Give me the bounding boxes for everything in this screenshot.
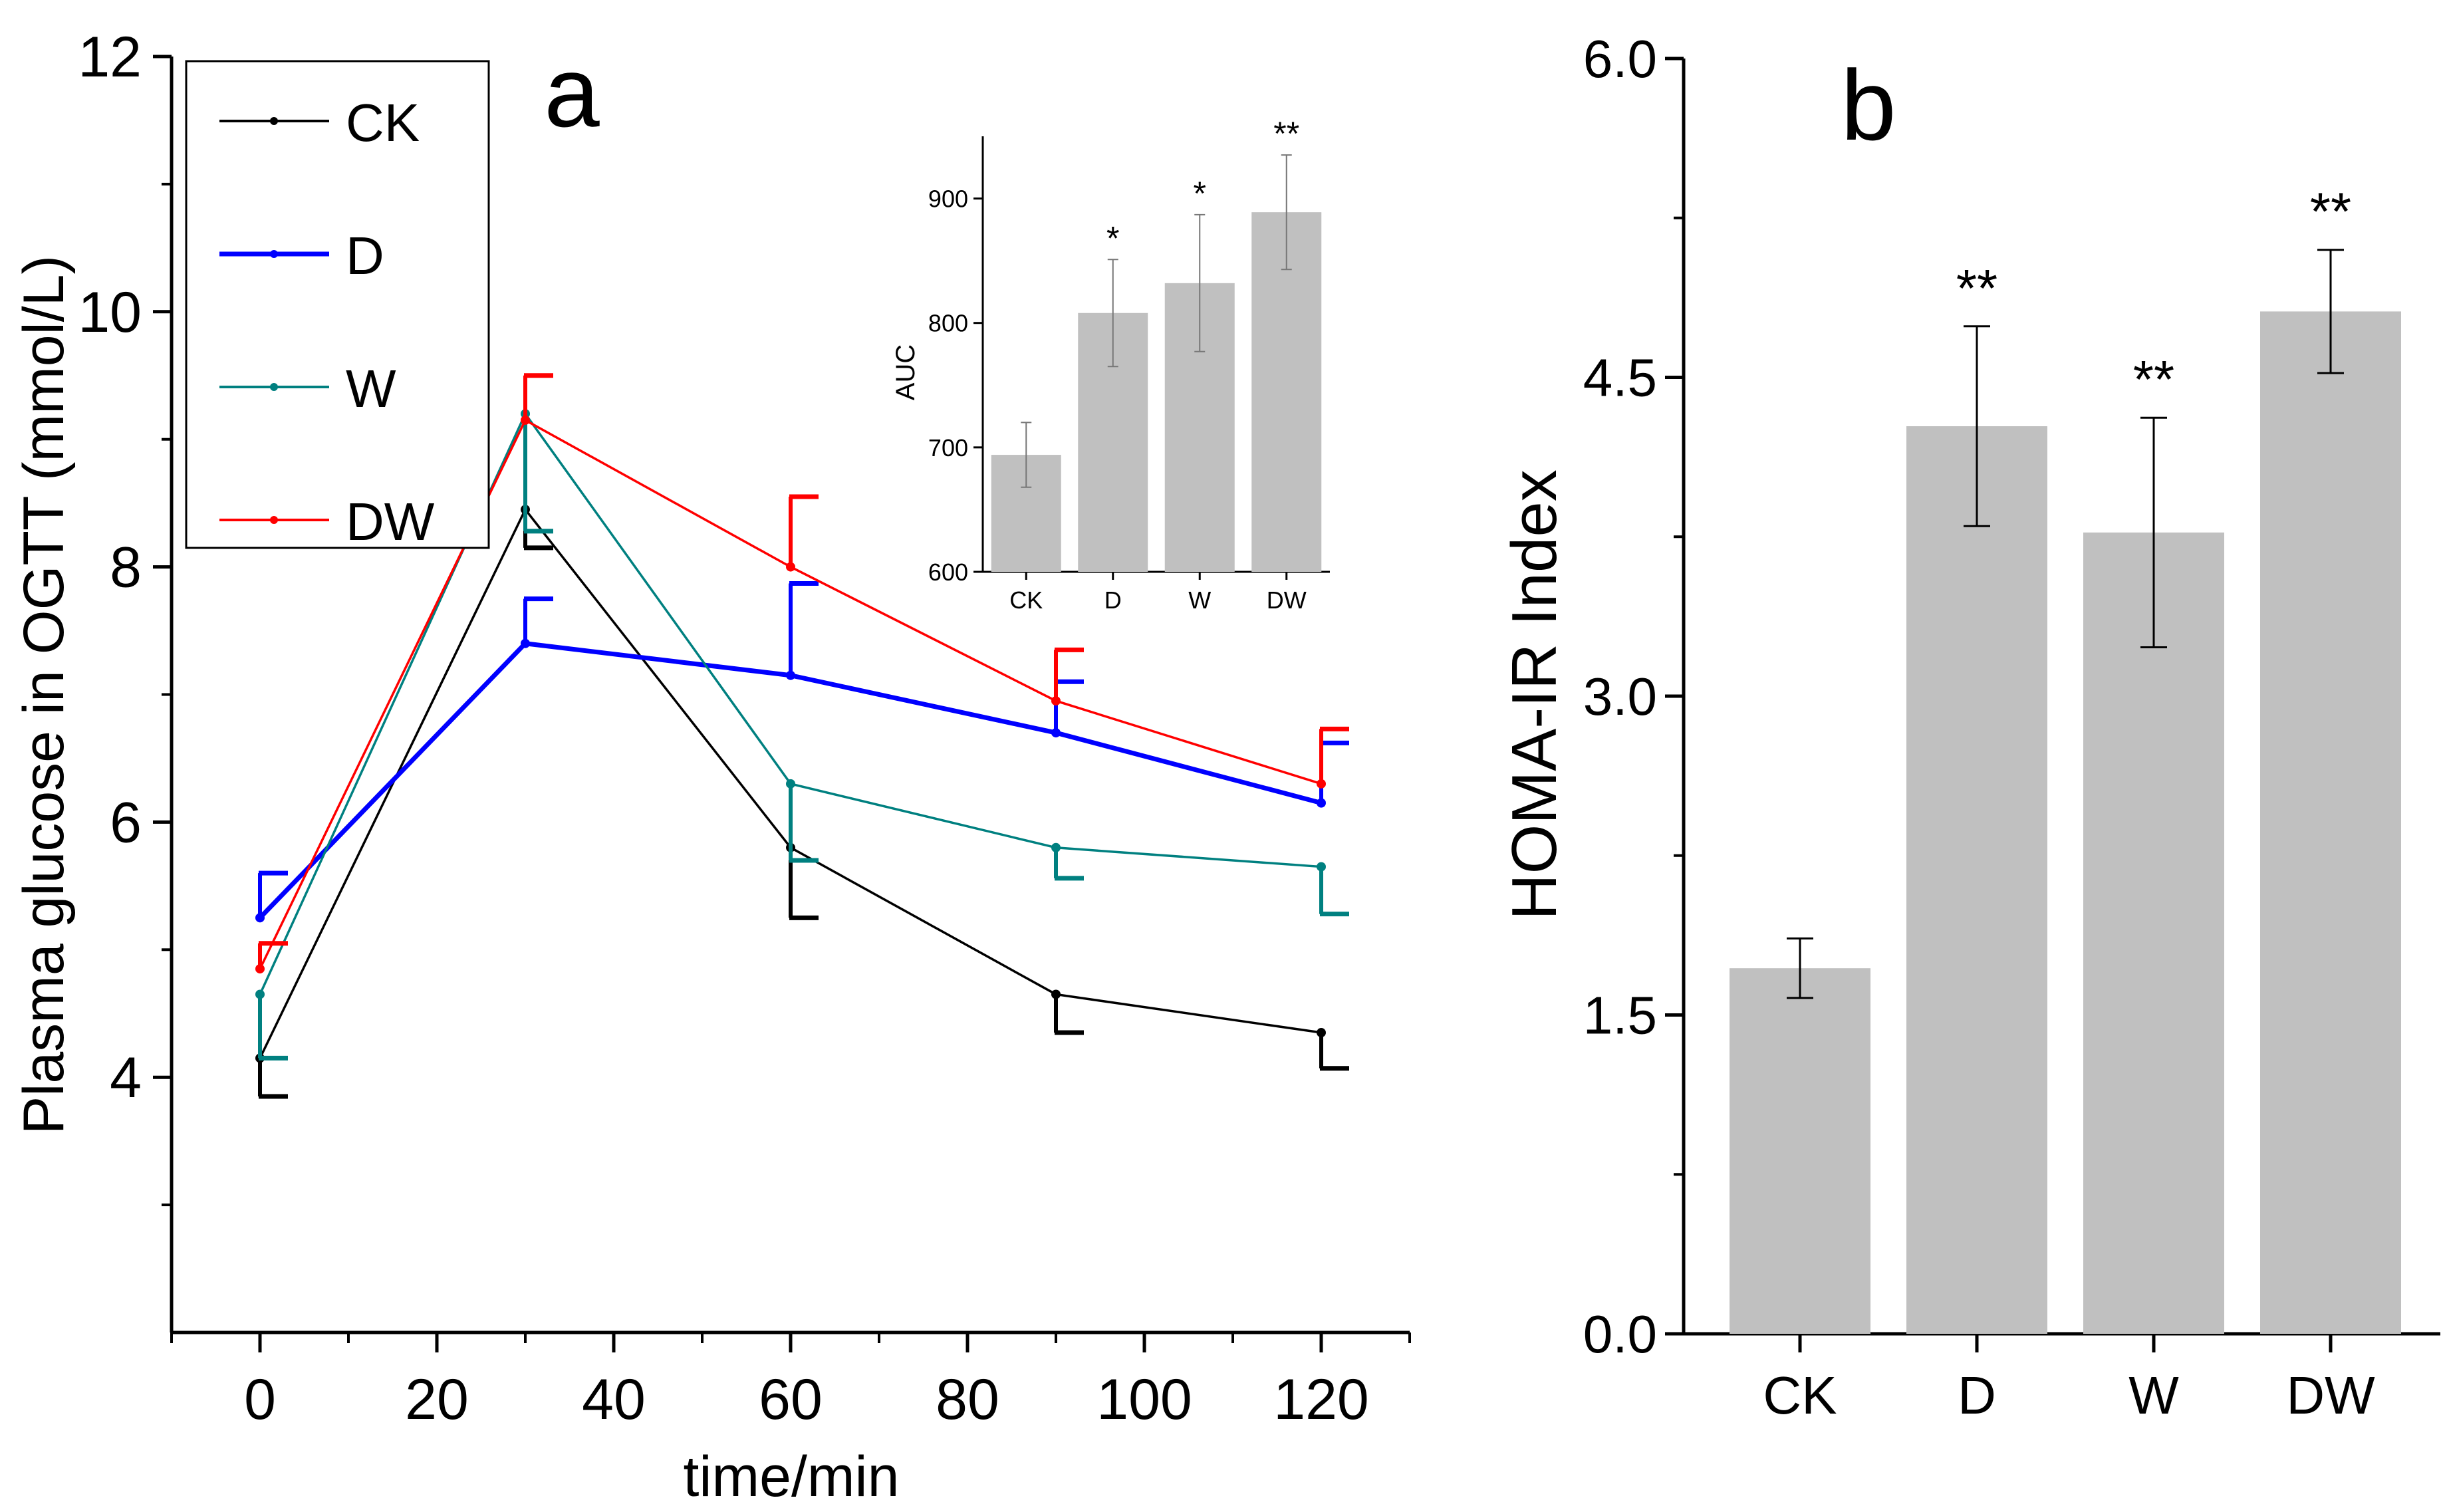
legend-marker: [270, 250, 278, 258]
significance-marker: **: [1956, 259, 1997, 318]
series-d: [255, 581, 1349, 923]
x-tick-label: 20: [405, 1368, 469, 1432]
panel-a-x-axis-title: time/min: [684, 1445, 900, 1509]
x-tick-label: 0: [244, 1368, 276, 1432]
bar-ck: [1730, 968, 1870, 1334]
inset-y-tick-label: 600: [928, 559, 968, 586]
legend-marker: [270, 117, 278, 125]
y-tick-label: 6.0: [1583, 29, 1657, 88]
x-tick-label: W: [2128, 1366, 2179, 1425]
inset-y-tick-label: 700: [928, 434, 968, 461]
data-point: [255, 913, 265, 923]
x-tick-label: 120: [1273, 1368, 1369, 1432]
inset-x-tick-label: W: [1188, 586, 1211, 614]
inset-y-axis-title: AUC: [891, 344, 920, 400]
data-point: [1051, 696, 1061, 706]
y-tick-label: 6: [110, 791, 142, 854]
x-tick-label: CK: [1763, 1366, 1837, 1425]
legend-label-dw: DW: [346, 492, 435, 551]
legend-label-d: D: [346, 226, 384, 285]
x-tick-label: DW: [2286, 1366, 2375, 1425]
data-point: [786, 779, 795, 789]
panel-a-y-axis-title: Plasma glucose in OGTT (mmol/L): [12, 255, 76, 1134]
panel-a-y-ticks: 4 6 8 10 12: [78, 25, 172, 1207]
inset-y-tick-label: 900: [928, 186, 968, 213]
data-point: [521, 638, 530, 648]
data-point: [1051, 842, 1061, 852]
panel-a-line-chart: 4 6 8 10 12 0 20 40 60 80 100 120 a time/min Plasm…: [12, 25, 1411, 1509]
x-tick-label: 80: [936, 1368, 999, 1432]
inset-x-tick-label: CK: [1009, 586, 1043, 614]
legend-marker: [270, 383, 278, 391]
y-tick-label: 3.0: [1583, 667, 1657, 726]
bar-d: [1906, 426, 2047, 1334]
x-tick-label: D: [1958, 1366, 1996, 1425]
panel-b-bars: CK D ** W ** DW **: [1730, 182, 2401, 1425]
data-point: [786, 562, 795, 572]
panel-b-y-axis-title: HOMA-IR Index: [1499, 469, 1570, 920]
panel-b-y-ticks: 0.0 1.5 3.0 4.5 6.0: [1583, 29, 1684, 1364]
legend-label-ck: CK: [346, 93, 420, 152]
data-point: [1317, 798, 1326, 808]
data-point: [521, 415, 530, 425]
inset-significance: **: [1273, 115, 1299, 152]
x-tick-label: 60: [759, 1368, 823, 1432]
inset-significance: *: [1106, 219, 1119, 257]
series-ck: [255, 505, 1349, 1099]
bar-dw: [2260, 311, 2401, 1334]
legend-label-w: W: [346, 359, 396, 418]
series-w: [255, 409, 1349, 1061]
data-point: [1051, 728, 1061, 738]
data-point: [1317, 1028, 1326, 1038]
significance-marker: **: [2310, 182, 2351, 241]
inset-significance: *: [1194, 175, 1206, 212]
y-tick-label: 0.0: [1583, 1305, 1657, 1364]
inset-y-tick-label: 800: [928, 310, 968, 337]
x-tick-label: 100: [1096, 1368, 1192, 1432]
data-point: [1317, 862, 1326, 872]
data-point: [1051, 989, 1061, 999]
data-point: [255, 989, 265, 999]
significance-marker: **: [2133, 350, 2174, 409]
y-tick-label: 1.5: [1583, 986, 1657, 1045]
panel-a-series-group: [255, 373, 1349, 1099]
legend-marker: [270, 516, 278, 524]
y-tick-label: 4: [110, 1046, 142, 1110]
y-tick-label: 8: [110, 536, 142, 600]
panel-b-label: b: [1841, 49, 1896, 161]
x-tick-label: 40: [582, 1368, 646, 1432]
series-dw: [255, 373, 1349, 974]
panel-b-bar-chart: CK D ** W ** DW ** 0.0 1.5 3.0 4.5 6.0 b HOMA-IR I…: [1499, 29, 2440, 1425]
inset-bar-dw: [1251, 212, 1322, 572]
inset-y-ticks: 600 700 800 900: [928, 186, 983, 586]
inset-x-tick-label: DW: [1267, 586, 1307, 614]
auc-inset-bar-chart: CK D * W * DW ** 600 700 800 900 AUC: [891, 115, 1330, 614]
inset-x-tick-label: D: [1104, 586, 1122, 614]
inset-bars: CK D * W * DW **: [991, 115, 1322, 614]
data-point: [786, 670, 795, 680]
data-point: [1317, 779, 1326, 789]
y-tick-label: 10: [78, 281, 142, 344]
data-point: [255, 964, 265, 974]
legend-box: [185, 60, 490, 549]
y-tick-label: 12: [78, 25, 142, 89]
y-tick-label: 4.5: [1583, 348, 1657, 408]
bar-w: [2083, 532, 2224, 1334]
panel-a-label: a: [544, 36, 600, 148]
panel-a-x-ticks: 0 20 40 60 80 100 120: [170, 1332, 1411, 1432]
